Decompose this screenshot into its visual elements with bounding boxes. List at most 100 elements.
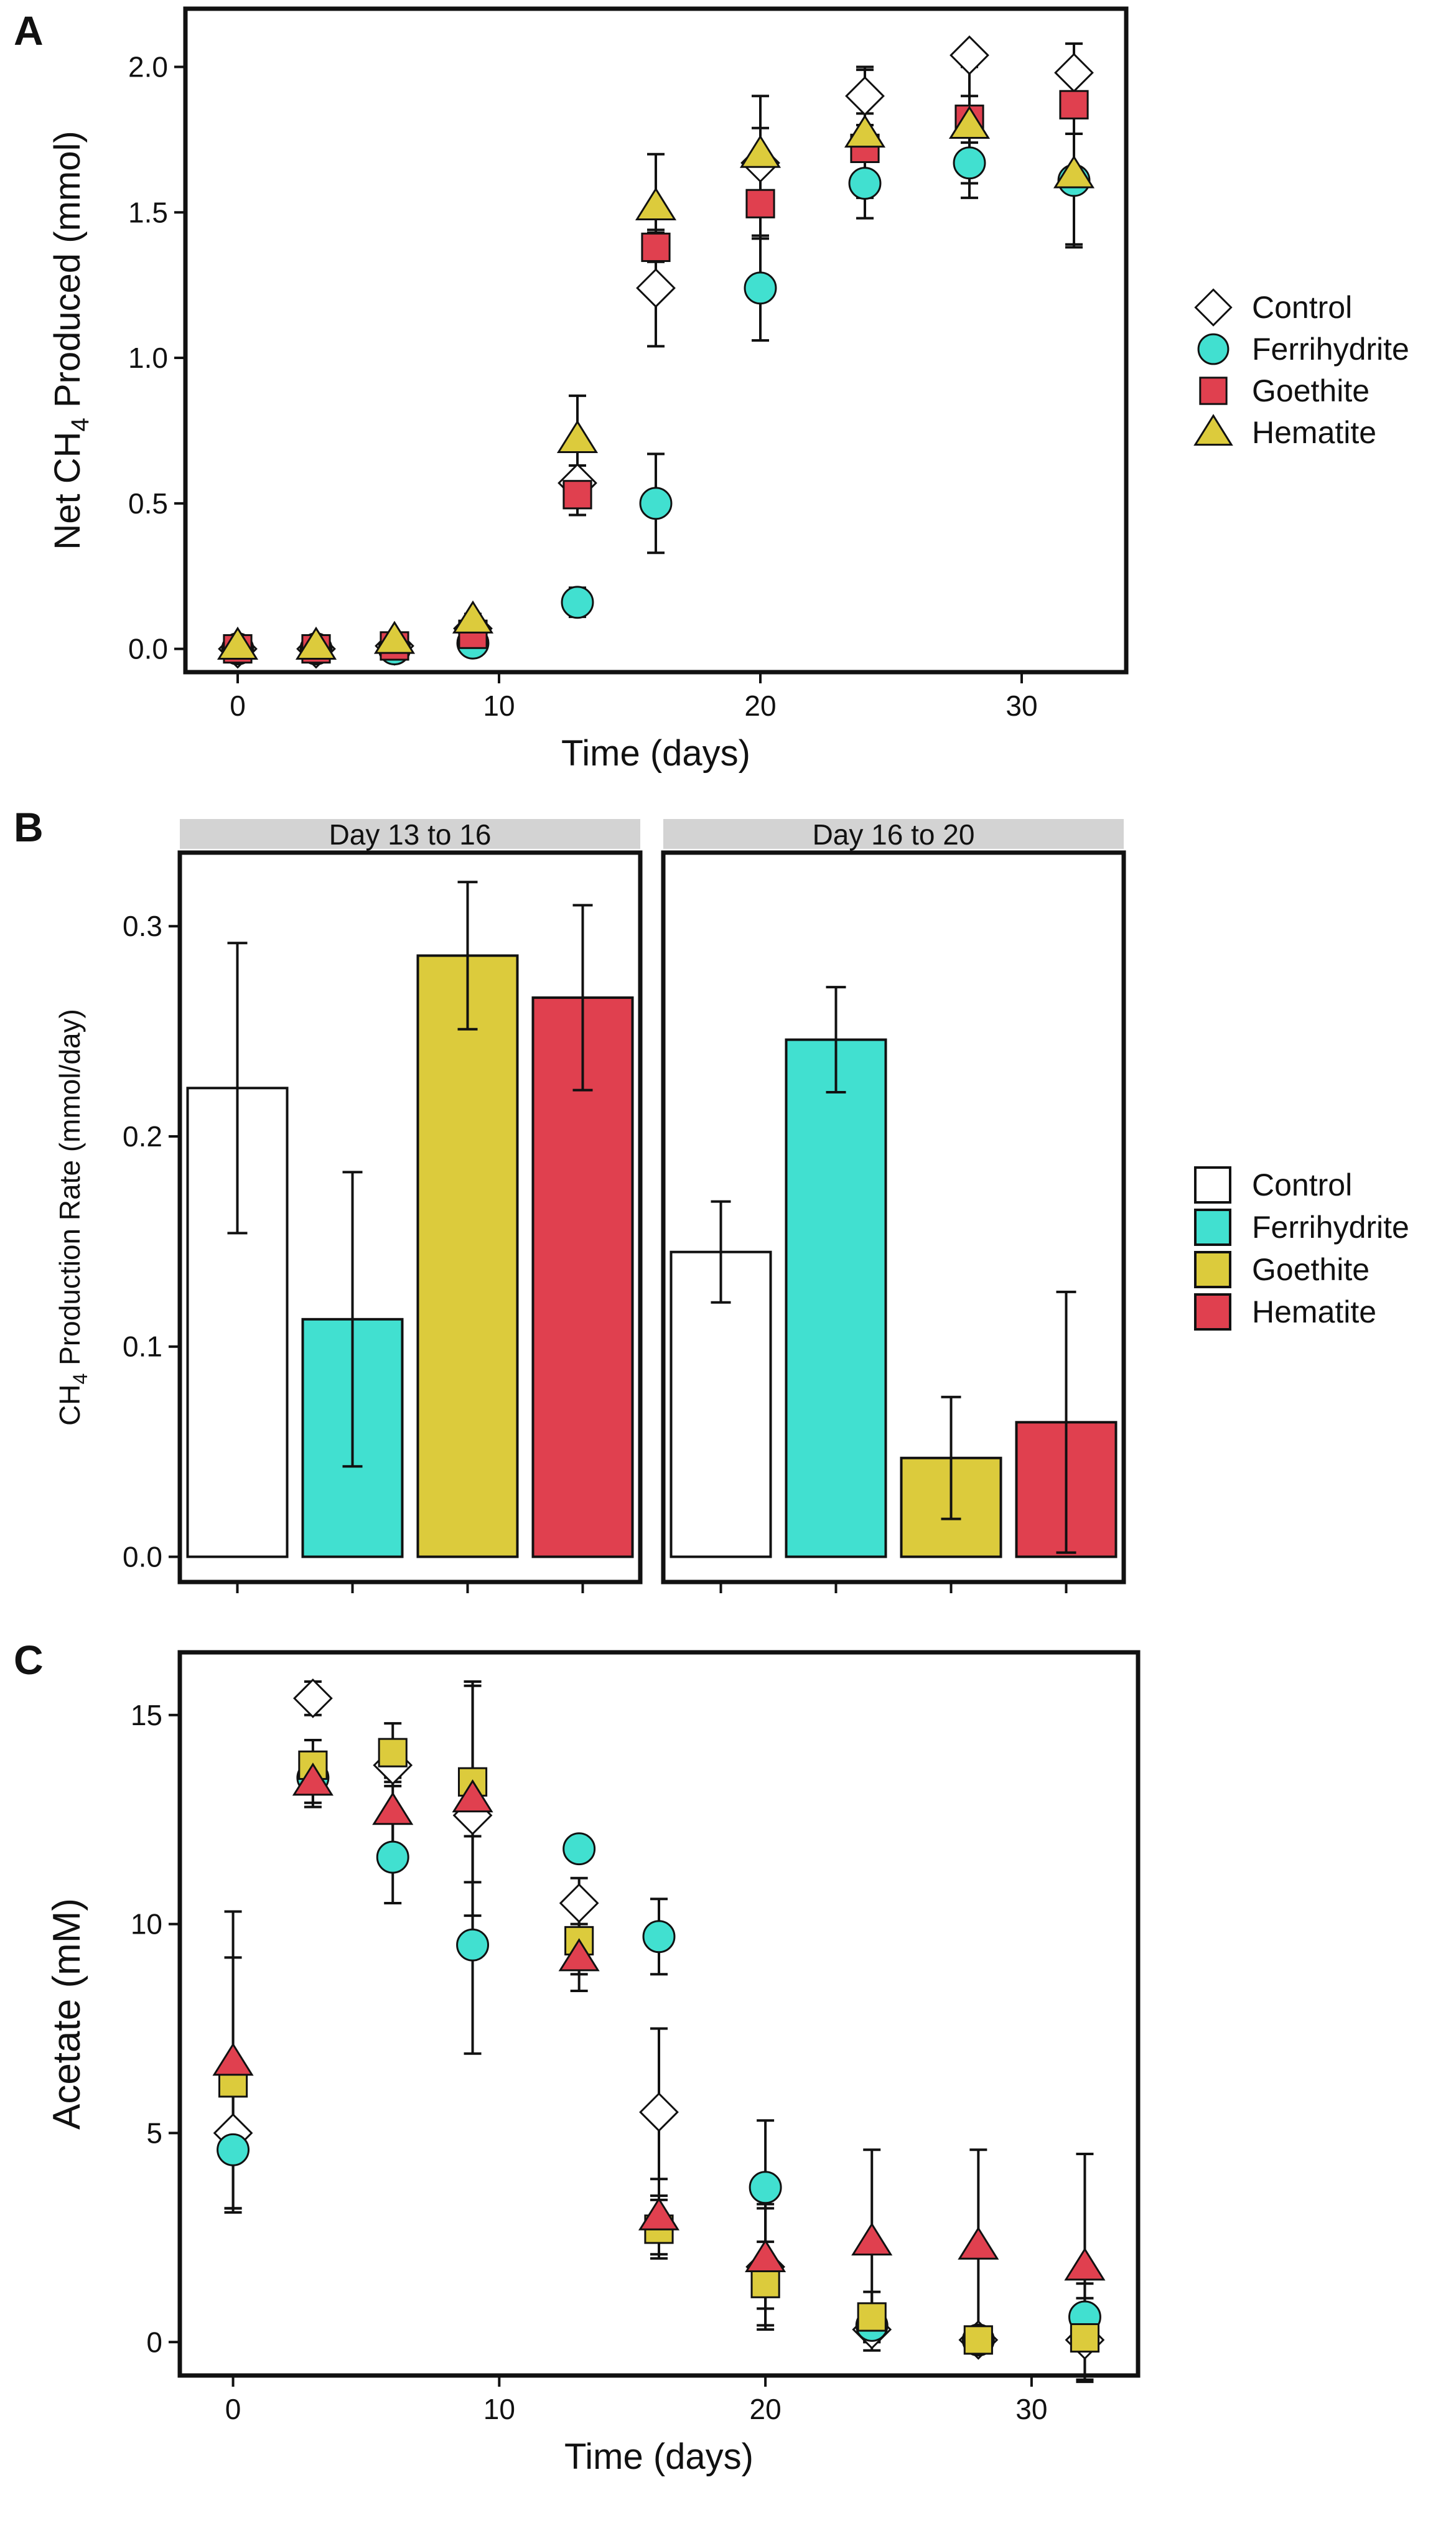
x-tick-label: 0 (225, 2393, 241, 2425)
point-ferrihydrite (744, 271, 777, 305)
point-hematite (373, 620, 416, 654)
point-hematite (844, 114, 886, 148)
point-hematite (452, 600, 494, 634)
y-tick-label: 2.0 (128, 51, 168, 83)
x-tick-label: 0 (230, 690, 246, 722)
point-hematite (635, 187, 677, 220)
legend-label-control: Control (1252, 1168, 1352, 1202)
legend-key-ferrihydrite (1197, 333, 1230, 365)
y-axis-label-sub: 4 (67, 418, 94, 431)
point-goethite (857, 2302, 887, 2332)
legend-label-hematite: Hematite (1252, 1294, 1376, 1329)
point-ferrihydrite (376, 1840, 409, 1874)
point-ferrihydrite (456, 1928, 490, 1962)
x-tick-label: 20 (744, 690, 776, 722)
y-axis-label-suffix: Produced (mmol) (47, 131, 88, 418)
facet-frame (661, 850, 1126, 1584)
point-hematite (1064, 2247, 1106, 2281)
facet-strip (180, 819, 640, 849)
y-tick-label: 0.0 (128, 633, 168, 665)
plot-frame (177, 1650, 1141, 2378)
y-axis-label-prefix: CH (54, 1384, 86, 1425)
point-ferrihydrite (639, 487, 673, 520)
point-control (293, 1678, 333, 1718)
panel-letter-c: C (14, 1637, 44, 1683)
point-hematite (958, 2226, 999, 2260)
panel-a: 0.0 0.5 1.0 1.5 2.0 0 10 20 30 Time (days) A Net CH… (14, 6, 1129, 774)
point-hematite (851, 2222, 893, 2256)
y-axis-label: Acetate (mM) (45, 1898, 88, 2130)
point-hematite (1053, 155, 1095, 189)
y-tick-label: 1.5 (128, 196, 168, 228)
point-goethite (378, 1738, 408, 1767)
legend-key-ferrihydrite (1194, 1209, 1231, 1246)
y-axis-label: CH4 Production Rate (mmol/day) (54, 1009, 91, 1426)
point-ferrihydrite (562, 1832, 596, 1866)
y-axis-label-prefix: Net CH (47, 432, 88, 550)
x-tick-label: 30 (1015, 2393, 1047, 2425)
legend-label-hematite: Hematite (1252, 415, 1376, 450)
plot-frame (183, 6, 1129, 675)
point-goethite (750, 2268, 780, 2298)
panel-b: B CH4 Production Rate (mmol/day) 0.0 0.1 0.2… (14, 804, 1126, 1593)
point-goethite (1070, 2323, 1100, 2353)
point-control (950, 35, 989, 75)
point-control (636, 268, 676, 308)
y-tick-label: 0.0 (123, 1540, 162, 1573)
point-hematite (948, 105, 991, 139)
y-tick-label: 0.3 (123, 910, 162, 942)
point-goethite (745, 189, 775, 218)
legend-a: Control Ferrihydrite Goethite Hematite (1193, 288, 1409, 450)
point-ferrihydrite (217, 2133, 250, 2166)
bar-ferrihydrite (785, 1038, 887, 1558)
point-hematite (372, 1792, 414, 1825)
point-goethite (562, 480, 592, 510)
facet-strip-label: Day 13 to 16 (329, 818, 492, 851)
legend-label-ferrihydrite: Ferrihydrite (1252, 1210, 1409, 1245)
x-tick-label: 30 (1006, 690, 1037, 722)
x-tick-label: 10 (483, 2393, 515, 2425)
legend-label-ferrihydrite: Ferrihydrite (1252, 332, 1409, 367)
legend-label-control: Control (1252, 290, 1352, 325)
y-axis-label-sub: 4 (69, 1374, 91, 1385)
x-tick-label: 10 (483, 690, 515, 722)
bar-goethite (416, 954, 519, 1558)
point-hematite (212, 2043, 254, 2076)
y-tick-label: 15 (131, 1699, 162, 1731)
panel-letter-b: B (14, 804, 44, 850)
legend-label-goethite: Goethite (1252, 1252, 1370, 1287)
y-tick-label: 0 (146, 2326, 162, 2358)
facet-strip (663, 819, 1124, 849)
y-tick-label: 5 (146, 2117, 162, 2149)
x-tick-label: 20 (750, 2393, 782, 2425)
point-goethite (1059, 90, 1089, 119)
y-tick-label: 10 (131, 1908, 162, 1940)
y-tick-label: 0.5 (128, 487, 168, 520)
point-control (1054, 52, 1094, 93)
legend-key-goethite (1199, 377, 1228, 405)
point-ferrihydrite (953, 146, 986, 180)
y-tick-label: 0.1 (123, 1331, 162, 1363)
point-hematite (217, 626, 259, 660)
facet-frame (177, 850, 643, 1584)
y-axis-label-suffix: Production Rate (mmol/day) (54, 1009, 86, 1373)
legend-key-control (1194, 1166, 1231, 1204)
point-hematite (295, 626, 337, 660)
point-hematite (739, 134, 782, 168)
x-axis-label: Time (days) (564, 2436, 754, 2477)
facet-strip-label: Day 16 to 20 (813, 818, 975, 851)
point-goethite (641, 232, 671, 262)
point-hematite (745, 2239, 786, 2272)
point-hematite (556, 419, 599, 453)
y-tick-label: 1.0 (128, 342, 168, 374)
legend-key-hematite (1193, 414, 1233, 446)
point-hematite (452, 1779, 493, 1813)
y-tick-label: 0.2 (123, 1120, 162, 1153)
point-ferrihydrite (642, 1920, 676, 1954)
point-goethite (963, 2325, 993, 2355)
y-axis-label: Net CH4 Produced (mmol) (47, 131, 94, 550)
x-axis-label: Time (days) (561, 733, 750, 774)
point-control (559, 1883, 599, 1923)
point-ferrihydrite (749, 2171, 782, 2204)
